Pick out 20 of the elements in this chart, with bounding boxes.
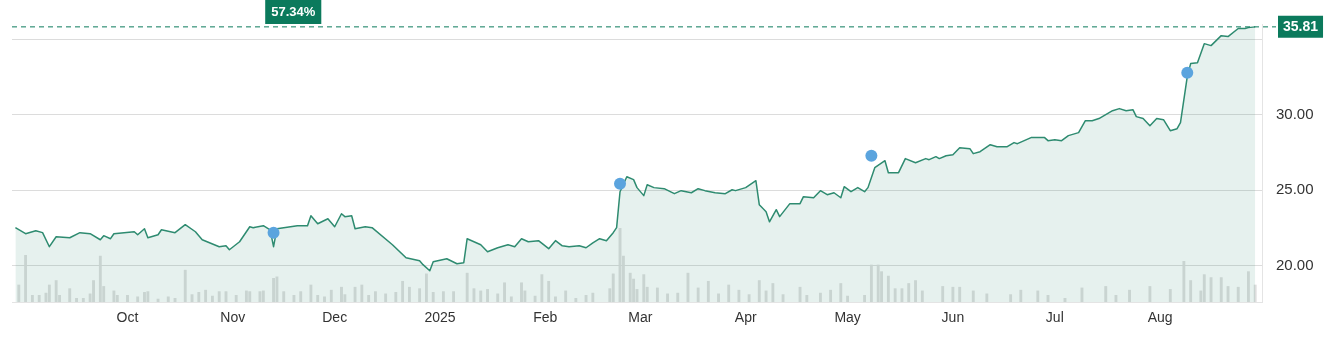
x-tick-label: Dec [322,309,348,326]
x-tick-label: Mar [628,309,653,326]
point [865,149,878,162]
x-tick-label: Jul [1045,309,1064,326]
x-tick-label: Jun [941,309,965,326]
ref-line-label: 35.81 [1283,17,1319,34]
point [1181,66,1194,79]
point [614,177,627,190]
x-tick-label: 2025 [424,309,456,326]
x-tick-label: Aug [1147,309,1173,326]
x-tick-label: Apr [734,309,757,326]
y-tick-label: 20.00 [1276,255,1314,273]
point [267,226,280,239]
y-tick-label: 30.00 [1276,104,1314,122]
x-tick-label: Oct [116,309,139,326]
text: 57.34% [271,3,316,19]
x-tick-label: May [834,309,861,326]
x-tick-label: Nov [220,309,246,326]
x-tick-label: Feb [533,309,558,326]
y-tick-label: 25.00 [1276,180,1314,198]
